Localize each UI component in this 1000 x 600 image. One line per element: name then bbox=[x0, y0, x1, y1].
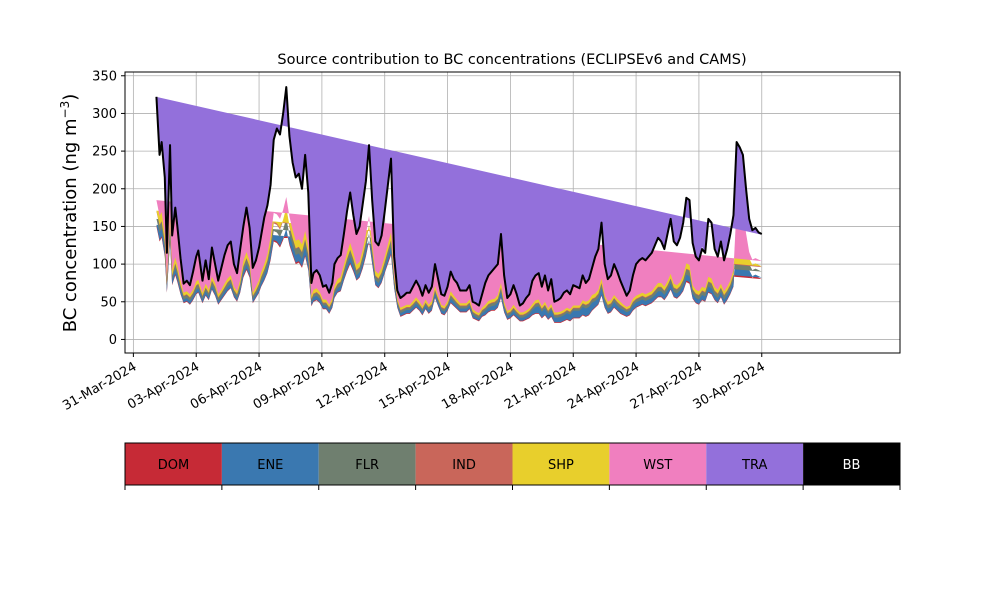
y-tick-label: 200 bbox=[92, 182, 117, 197]
legend-swatch-bb bbox=[803, 443, 900, 485]
chart-title: Source contribution to BC concentrations… bbox=[277, 52, 746, 68]
y-axis-label-exponent: −3 bbox=[58, 101, 72, 119]
y-axis-label: BC concentration (ng m−3) bbox=[58, 94, 81, 333]
legend: DOM ENE FLR IND SHP WST TRA BB bbox=[124, 442, 901, 490]
y-tick-label: 300 bbox=[92, 107, 117, 122]
legend-swatch-flr bbox=[318, 443, 416, 485]
y-tick-label: 350 bbox=[92, 69, 117, 84]
legend-label-tra: TRA bbox=[741, 458, 767, 473]
legend-label-wst: WST bbox=[643, 458, 672, 473]
legend-swatch-tra bbox=[706, 443, 804, 485]
legend-label-shp: SHP bbox=[548, 458, 574, 473]
legend-frame bbox=[124, 442, 901, 486]
legend-swatch-ene bbox=[221, 443, 319, 485]
legend-swatch-dom bbox=[125, 443, 222, 485]
y-tick-label: 150 bbox=[92, 220, 117, 235]
area-tra bbox=[156, 87, 762, 306]
legend-swatch-shp bbox=[512, 443, 610, 485]
axes-frame bbox=[124, 71, 901, 354]
y-tick-label: 100 bbox=[92, 258, 117, 273]
legend-label-dom: DOM bbox=[158, 458, 189, 473]
y-tick-label: 0 bbox=[109, 333, 117, 348]
legend-label-bb: BB bbox=[843, 458, 861, 473]
plot-area: 05010015020025030035031-Mar-202403-Apr-2… bbox=[60, 69, 901, 414]
legend-label-flr: FLR bbox=[355, 458, 379, 473]
y-axis-label-text: BC concentration (ng m bbox=[60, 118, 81, 332]
y-tick-label: 250 bbox=[92, 145, 117, 160]
legend-swatch-wst bbox=[609, 443, 707, 485]
total-line-bb bbox=[155, 86, 763, 307]
legend-label-ene: ENE bbox=[257, 458, 283, 473]
stacked-areas bbox=[155, 86, 763, 323]
legend-swatch-ind bbox=[415, 443, 513, 485]
y-axis-label-close: ) bbox=[60, 94, 81, 101]
legend-label-ind: IND bbox=[452, 458, 476, 473]
y-tick-label: 50 bbox=[100, 295, 117, 310]
